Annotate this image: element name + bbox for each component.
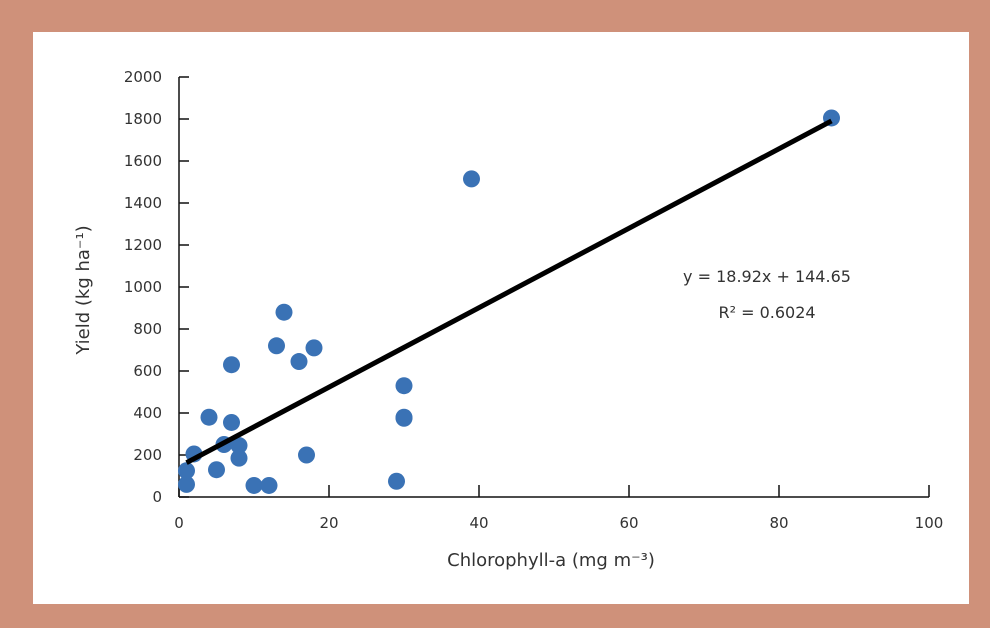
data-point (260, 476, 278, 494)
trendline-equation: y = 18.92x + 144.65 (683, 267, 851, 286)
trendline (185, 118, 833, 465)
r-squared-label: R² = 0.6024 (718, 303, 815, 322)
y-tick-label: 0 (152, 488, 162, 506)
data-point (230, 449, 248, 467)
data-point (395, 377, 413, 395)
x-tick-label: 100 (915, 514, 944, 532)
data-point (268, 337, 285, 355)
data-point (463, 170, 480, 188)
y-axis-title: Yield (kg ha⁻¹) (73, 225, 94, 355)
y-tick-label: 200 (133, 446, 162, 464)
data-points (178, 109, 840, 494)
data-point (298, 446, 315, 464)
y-tick-label: 1600 (124, 152, 162, 170)
data-point (200, 408, 218, 426)
trendline-group (185, 118, 833, 465)
data-point (290, 353, 308, 371)
x-axis-title: Chlorophyll-a (mg m⁻³) (447, 550, 655, 571)
y-tick-label: 400 (133, 404, 162, 422)
axes: 0 200 400 600 800 1000 1200 1400 1600 1800 2000 0 20… (124, 68, 944, 532)
x-tick-label: 20 (319, 514, 338, 532)
y-tick-label: 600 (133, 362, 162, 380)
y-tick-label: 1200 (124, 236, 162, 254)
data-point (245, 476, 263, 494)
y-tick-label: 1800 (124, 110, 162, 128)
chart-panel: 0 200 400 600 800 1000 1200 1400 1600 1800 2000 0 20… (33, 32, 969, 604)
data-point (230, 437, 248, 455)
data-point (208, 461, 225, 479)
y-tick-label: 1400 (124, 194, 162, 212)
y-tick-label: 800 (133, 320, 162, 338)
data-point (223, 356, 240, 374)
data-point (275, 303, 293, 321)
data-point (305, 339, 323, 357)
x-tick-label: 40 (469, 514, 488, 532)
data-point (223, 413, 240, 431)
data-point (178, 462, 195, 480)
scatter-chart: 0 200 400 600 800 1000 1200 1400 1600 1800 2000 0 20… (73, 68, 944, 571)
x-tick-label: 60 (619, 514, 638, 532)
data-point (388, 472, 405, 490)
y-tick-label: 2000 (124, 68, 162, 86)
y-tick-label: 1000 (124, 278, 162, 296)
x-tick-label: 80 (769, 514, 788, 532)
data-point (395, 409, 413, 427)
data-point (178, 475, 195, 493)
x-tick-label: 0 (174, 514, 184, 532)
